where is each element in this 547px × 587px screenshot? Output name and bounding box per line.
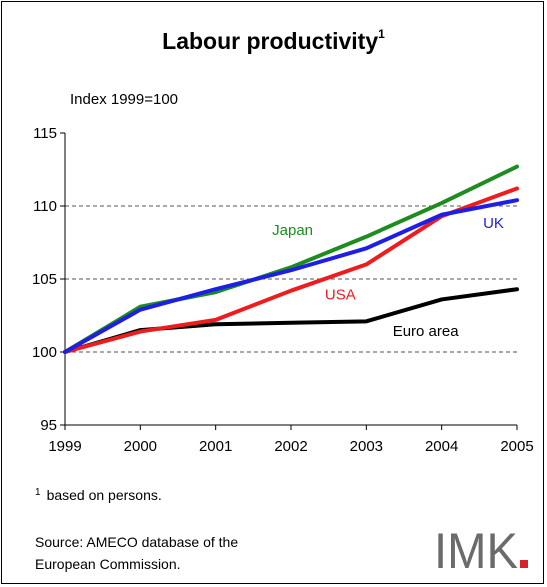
series-label-euro-area: Euro area	[393, 323, 460, 340]
series-line-euro-area	[63, 287, 519, 354]
x-tick-label: 2002	[274, 438, 307, 455]
y-tick-label: 105	[32, 271, 57, 288]
x-tick-label: 2003	[350, 438, 383, 455]
source-line-1: Source: AMECO database of the	[35, 534, 239, 550]
x-tick-label: 2000	[124, 438, 157, 455]
y-tick-label: 100	[32, 344, 57, 361]
series-line-uk	[63, 198, 519, 354]
chart-title: Labour productivity1	[162, 27, 385, 54]
logo-text: IMK	[434, 526, 518, 576]
series-label-uk: UK	[483, 215, 504, 232]
series-labels: Japan UK USA Euro area	[272, 215, 504, 340]
x-tick-label: 2005	[500, 438, 533, 455]
index-label: Index 1999=100	[70, 91, 179, 108]
series-lines	[63, 164, 519, 354]
x-tick-label: 2004	[425, 438, 458, 455]
series-label-usa: USA	[325, 286, 356, 303]
source-line-2: European Commission.	[35, 556, 181, 572]
title-superscript: 1	[378, 27, 385, 42]
x-tick-label: 1999	[48, 438, 81, 455]
y-tick-label: 95	[40, 417, 57, 434]
x-tick-label: 2001	[199, 438, 232, 455]
footnote-mark: 1	[35, 487, 41, 498]
series-label-japan: Japan	[272, 222, 313, 239]
y-tick-label: 115	[33, 125, 57, 142]
grid-lines	[65, 205, 517, 353]
logo-accent-square	[520, 560, 528, 568]
imk-logo: IMK	[434, 526, 528, 576]
y-tick-label: 110	[33, 198, 57, 215]
series-line-japan	[63, 164, 519, 354]
axes: 95 100 105 110 115 1999 2000 2001 2002 2003 2004 20…	[32, 125, 534, 455]
source-note: Source: AMECO database of the European C…	[35, 531, 315, 575]
footnote: 1 based on persons.	[35, 487, 162, 503]
footnote-text: based on persons.	[46, 487, 162, 503]
